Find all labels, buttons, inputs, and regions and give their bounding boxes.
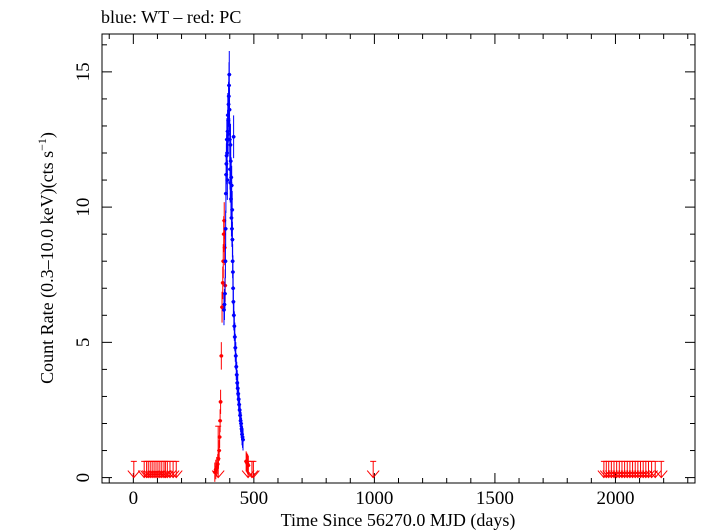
y-axis-title-main: Count Rate (0.3–10.0 keV)(cts s [37, 151, 58, 384]
x-tick-label: 500 [240, 488, 269, 509]
x-tick-label: 1500 [476, 488, 514, 509]
pc-point [218, 418, 222, 423]
pc-point [219, 354, 224, 358]
pc-upper-limit-arrowhead [639, 470, 653, 479]
pc-upper-limit-arrowhead [211, 470, 225, 479]
pc-upper-limit-arrowhead [245, 470, 259, 479]
y-axis-title-sup: −1 [35, 138, 49, 151]
pc-point [218, 400, 223, 404]
wt-point [230, 208, 234, 212]
wt-point [229, 183, 234, 188]
pc-point [217, 435, 222, 439]
pc-point [220, 305, 224, 309]
x-tick-label: 1000 [355, 488, 393, 509]
plot-frame [101, 33, 696, 484]
pc-upper-limit-arrowhead [166, 470, 180, 479]
wt-point [241, 437, 245, 442]
pc-upper-limit-arrowhead [157, 470, 171, 479]
pc-upper-limit-arrowhead [366, 470, 380, 479]
wt-point [231, 270, 235, 274]
y-tick-label: 15 [73, 62, 94, 81]
axis-ticks [102, 34, 695, 483]
pc-point [220, 281, 225, 285]
wt-point [227, 72, 232, 77]
pc-upper-limit-arrowhead [163, 470, 177, 479]
pc-upper-limit-arrowhead [160, 470, 174, 479]
wt-point [223, 291, 227, 296]
x-tick-labels: 0 500 1000 1500 2000 [129, 488, 635, 509]
pc-upper-limit-arrowhead [247, 470, 260, 479]
pc-upper-limit-arrowhead [169, 470, 183, 479]
wt-series [221, 50, 246, 451]
y-tick-label: 10 [73, 198, 94, 217]
x-tick-label: 2000 [596, 488, 634, 509]
y-tick-label: 0 [73, 473, 94, 483]
y-axis-title: Count Rate (0.3–10.0 keV)(cts s−1) [35, 132, 58, 384]
pc-upper-limit-arrowhead [654, 470, 668, 479]
chart-title: blue: WT – red: PC [101, 7, 241, 27]
x-tick-label: 0 [129, 488, 139, 509]
x-axis-title: Time Since 56270.0 MJD (days) [281, 510, 516, 531]
y-axis-title-close: ) [37, 132, 58, 138]
wt-point [227, 107, 232, 112]
wt-point [230, 237, 235, 242]
wt-point [223, 226, 228, 231]
pc-upper-limits [127, 425, 668, 479]
wt-point [225, 178, 230, 182]
wt-point [223, 259, 228, 264]
pc-upper-limit-arrowhead [127, 470, 141, 479]
y-tick-label: 5 [73, 338, 94, 348]
pc-point [222, 218, 227, 223]
y-tick-labels: 0 5 10 15 [73, 62, 94, 482]
wt-point [231, 134, 236, 139]
pc-upper-limit-arrowhead [648, 470, 662, 479]
pc-upper-limit-arrowhead [642, 470, 655, 479]
